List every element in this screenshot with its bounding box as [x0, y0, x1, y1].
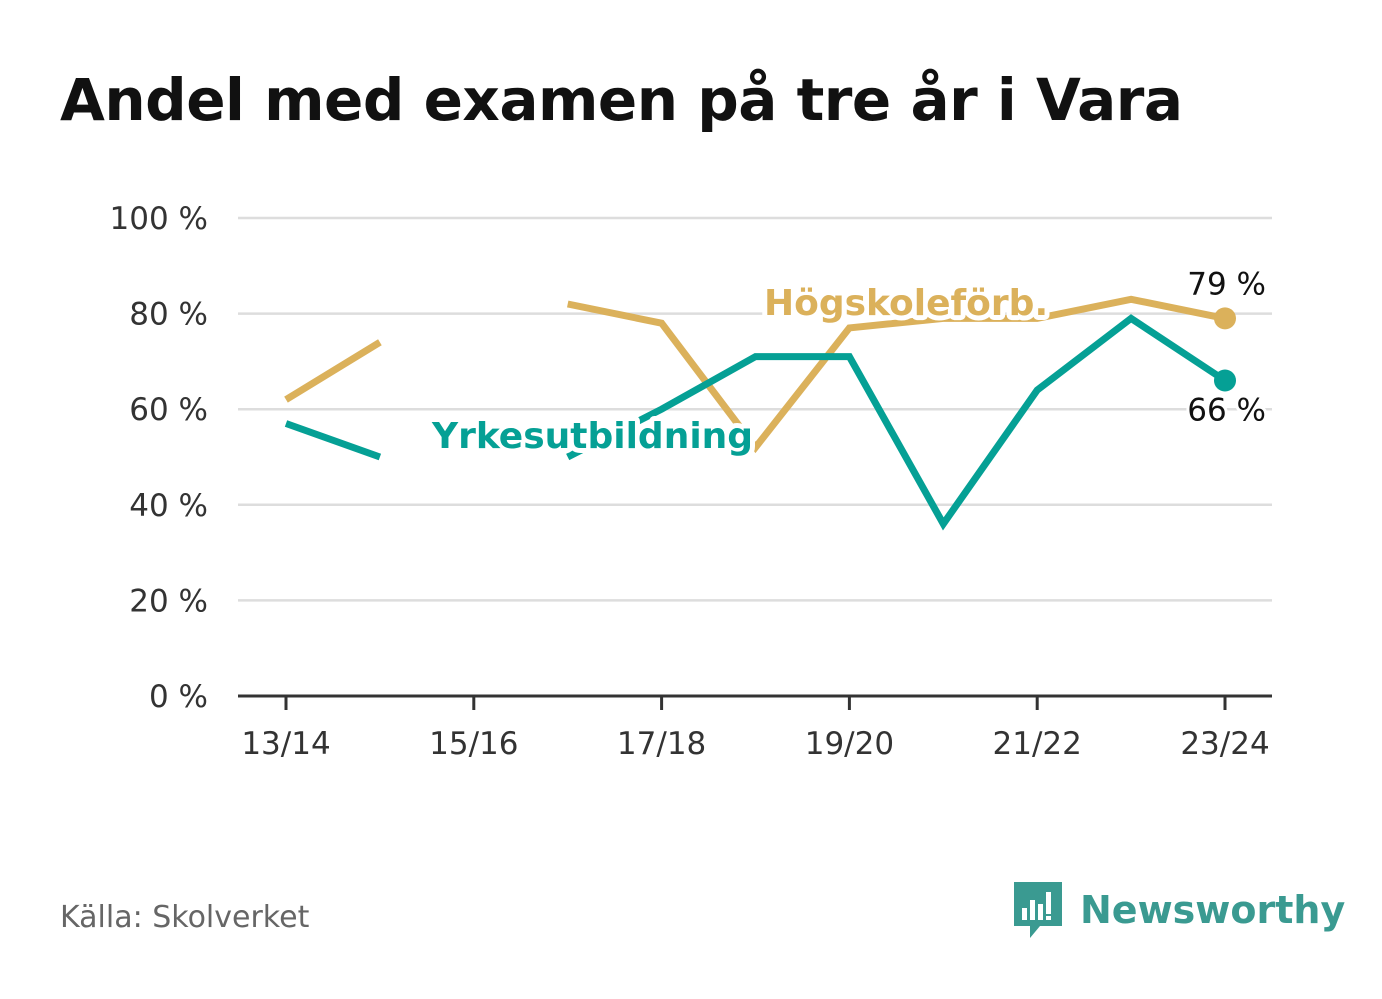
x-tick-label: 15/16 [429, 726, 518, 762]
series-name-label-1: Yrkesutbildning [431, 416, 753, 457]
x-axis: 13/14 15/16 17/18 19/20 21/22 23/24 [238, 694, 1272, 762]
y-tick-label: 20 % [129, 583, 208, 619]
x-tick-label: 23/24 [1180, 726, 1269, 762]
source-note: Källa: Skolverket [60, 900, 310, 935]
brand-name: Newsworthy [1080, 888, 1346, 932]
y-tick-label: 0 % [149, 679, 208, 715]
series-line-1 [284, 314, 1227, 531]
series-lines [284, 295, 1236, 531]
y-tick-label: 40 % [129, 488, 208, 524]
y-tick-label: 100 % [110, 201, 208, 237]
y-tick-label: 60 % [129, 392, 208, 428]
x-tick-label: 19/20 [805, 726, 894, 762]
y-axis-ticks: 0 % 20 % 40 % 60 % 80 % 100 % [110, 201, 208, 715]
series-labels: Högskoleförb. Yrkesutbildning 79 % 66 % [426, 263, 1269, 462]
x-tick-label: 13/14 [241, 726, 330, 762]
x-tick-label: 21/22 [993, 726, 1082, 762]
series-name-label-0: Högskoleförb. [764, 283, 1048, 324]
newsworthy-logo-icon [1014, 882, 1062, 938]
y-tick-label: 80 % [129, 297, 208, 333]
brand: Newsworthy [1010, 880, 1345, 940]
series-end-value-label-1: 66 % [1187, 393, 1266, 429]
line-chart: 0 % 20 % 40 % 60 % 80 % 100 % 13/14 15/16 17/18… [110, 201, 1272, 762]
chart-title: Andel med examen på tre år i Vara [60, 66, 1183, 134]
grid-lines [238, 216, 1272, 602]
x-tick-label: 17/18 [617, 726, 706, 762]
series-end-value-label-0: 79 % [1187, 266, 1266, 302]
series-end-point-0 [1214, 307, 1236, 330]
series-line-0 [284, 295, 1226, 454]
series-end-point-1 [1214, 369, 1236, 392]
